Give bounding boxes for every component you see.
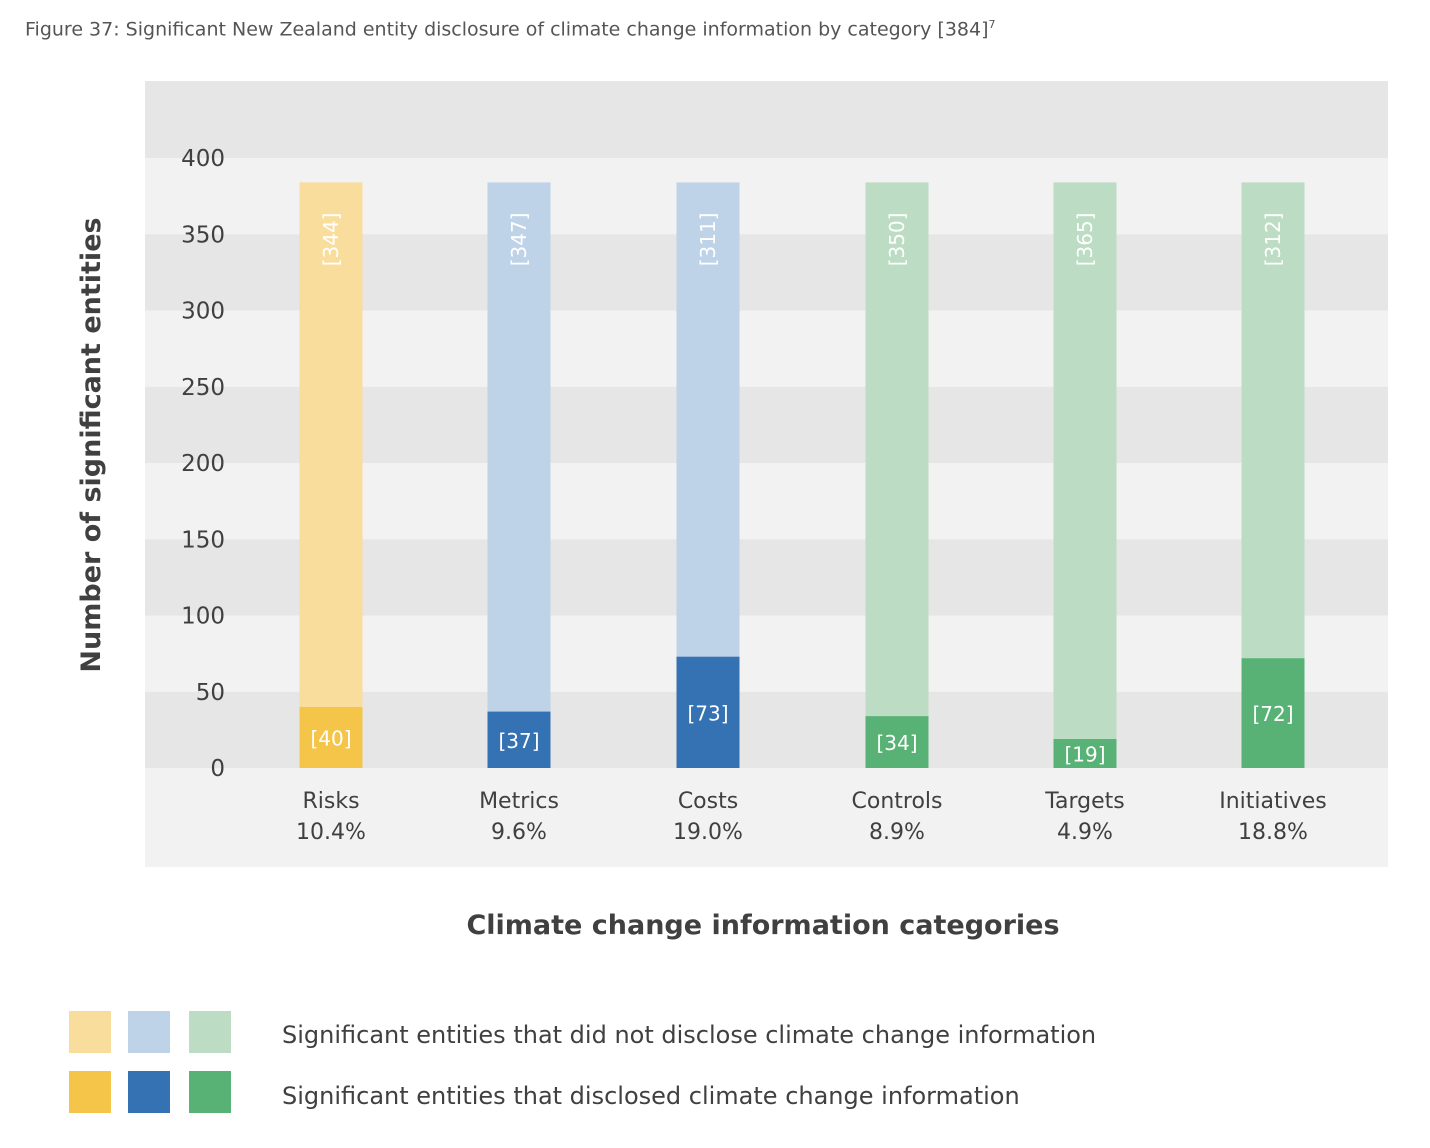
legend-swatch-risks-disclosed [69, 1071, 111, 1113]
y-tick-label: 250 [181, 375, 225, 401]
bar-not-disclosed-targets [1053, 182, 1117, 740]
figure-caption-footnote: 7 [988, 18, 996, 31]
x-category-percentage: 10.4% [296, 820, 366, 845]
x-category-label: Metrics [479, 789, 559, 814]
bar-not-disclosed-risks [299, 182, 363, 707]
y-tick-label: 200 [181, 451, 225, 477]
y-tick-label: 400 [181, 146, 225, 172]
legend-swatch-metrics-not-disclosed [128, 1011, 170, 1053]
plot-footer-band [145, 768, 1388, 867]
legend-swatch-other-not-disclosed [189, 1011, 231, 1053]
x-category-percentage: 19.0% [673, 820, 743, 845]
x-category-percentage: 8.9% [869, 820, 925, 845]
bar-not-disclosed-metrics [487, 182, 551, 712]
legend-label-not-disclosed: Significant entities that did not disclo… [282, 1021, 1096, 1049]
x-category-label: Controls [852, 789, 943, 814]
bar-label-disclosed-metrics: [37] [498, 729, 539, 753]
bar-label-disclosed-costs: [73] [687, 701, 728, 725]
bar-label-disclosed-controls: [34] [876, 731, 917, 755]
y-tick-label: 300 [181, 299, 225, 325]
y-tick-label: 150 [181, 527, 225, 553]
bar-label-not-disclosed-metrics: [347] [507, 213, 531, 267]
bar-label-disclosed-risks: [40] [310, 727, 351, 751]
y-tick-label: 0 [210, 756, 225, 782]
bar-not-disclosed-costs [676, 182, 740, 657]
bars: [344] [40] [347] [37] [311] [73] [350] [34] [365… [299, 182, 1305, 768]
x-category-percentage: 9.6% [491, 820, 547, 845]
y-tick-label: 100 [181, 604, 225, 630]
bar-disclosed-targets [1053, 739, 1117, 768]
bar-label-not-disclosed-risks: [344] [319, 213, 343, 267]
y-axis-title: Number of significant entities [76, 217, 107, 672]
bar-disclosed-controls [865, 716, 929, 768]
bar-label-not-disclosed-targets: [365] [1073, 213, 1097, 267]
legend: Significant entities that did not disclo… [69, 1011, 1096, 1113]
bar-label-not-disclosed-costs: [311] [696, 213, 720, 267]
x-category-label: Targets [1044, 789, 1125, 814]
y-tick-label: 50 [196, 680, 225, 706]
figure-caption-text: Figure 37: Significant New Zealand entit… [25, 18, 989, 41]
bar-label-disclosed-initiatives: [72] [1252, 702, 1293, 726]
y-axis-ticks: 0 50 100 150 200 250 300 350 400 [181, 146, 225, 782]
y-tick-label: 350 [181, 222, 225, 248]
legend-swatch-risks-not-disclosed [69, 1011, 111, 1053]
x-category-label: Costs [678, 789, 738, 814]
x-category-label: Risks [302, 789, 359, 814]
bar-disclosed-metrics [487, 711, 551, 768]
x-category-percentage: 18.8% [1238, 820, 1308, 845]
legend-label-disclosed: Significant entities that disclosed clim… [282, 1082, 1020, 1110]
legend-swatch-metrics-disclosed [128, 1071, 170, 1113]
bar-disclosed-costs [676, 656, 740, 768]
bar-label-not-disclosed-controls: [350] [885, 213, 909, 267]
x-axis-labels: Risks 10.4% Metrics 9.6% Costs 19.0% Controls 8… [296, 789, 1327, 845]
bar-not-disclosed-controls [865, 182, 929, 717]
bar-not-disclosed-initiatives [1241, 182, 1305, 659]
figure-caption: Figure 37: Significant New Zealand entit… [25, 18, 996, 40]
x-axis-title: Climate change information categories [466, 910, 1059, 941]
bar-disclosed-risks [299, 707, 363, 768]
x-category-label: Initiatives [1219, 789, 1327, 814]
x-category-percentage: 4.9% [1057, 820, 1113, 845]
bar-label-not-disclosed-initiatives: [312] [1261, 213, 1285, 267]
legend-swatch-other-disclosed [189, 1071, 231, 1113]
plot-header-band [145, 81, 1388, 158]
bar-label-disclosed-targets: [19] [1064, 743, 1105, 767]
bar-disclosed-initiatives [1241, 658, 1305, 768]
